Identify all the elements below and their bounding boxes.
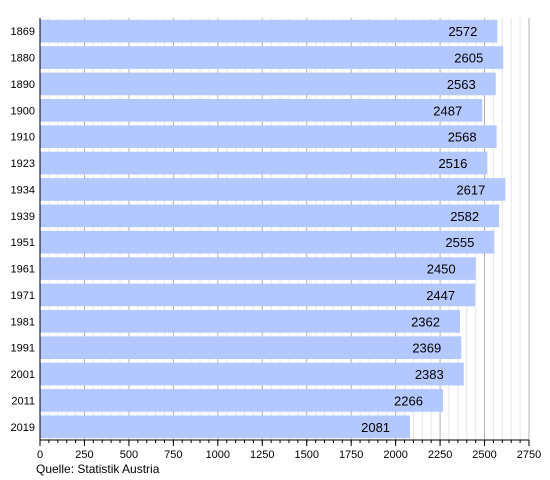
x-tick-label: 750 [164, 449, 182, 461]
category-label: 1934 [11, 184, 35, 196]
category-label: 1961 [11, 264, 35, 276]
x-tick-label: 500 [120, 449, 138, 461]
value-label: 2516 [438, 156, 467, 171]
bar [40, 72, 496, 96]
x-tick-label: 1250 [250, 449, 274, 461]
bars: 2572 2605 2563 2487 2568 2516 2617 2582 2555 2450… [40, 19, 506, 439]
value-label: 2081 [361, 420, 390, 435]
value-label: 2383 [415, 367, 444, 382]
x-tick-label: 2750 [517, 449, 541, 461]
category-label: 1900 [11, 105, 35, 117]
value-label: 2568 [448, 130, 477, 145]
value-label: 2266 [394, 393, 423, 408]
category-label: 1910 [11, 132, 35, 144]
x-tick-label: 250 [75, 449, 93, 461]
category-label: 1880 [11, 53, 35, 65]
category-label: 1939 [11, 211, 35, 223]
bar [40, 336, 462, 360]
bar [40, 98, 483, 122]
value-label: 2450 [427, 262, 456, 277]
bar [40, 309, 461, 333]
value-label: 2369 [412, 341, 441, 356]
category-label: 2001 [11, 369, 35, 381]
x-tick-label: 2000 [383, 449, 407, 461]
bar [40, 204, 500, 228]
x-tick-label: 2500 [472, 449, 496, 461]
axes: 1869 1880 1890 1900 1910 1923 1934 1939 1951 1961… [11, 18, 541, 461]
bar [40, 178, 506, 201]
value-label: 2617 [456, 182, 485, 197]
x-tick-label: 1750 [339, 449, 363, 461]
category-label: 1971 [11, 290, 35, 302]
x-tick-label: 0 [37, 449, 43, 461]
category-label: 1869 [11, 26, 35, 38]
bar [40, 19, 498, 43]
category-label: 1981 [11, 316, 35, 328]
x-tick-label: 1000 [206, 449, 230, 461]
x-tick-label: 2250 [428, 449, 452, 461]
value-label: 2605 [454, 51, 483, 66]
bar [40, 415, 411, 439]
bar [40, 257, 476, 280]
bar [40, 362, 464, 386]
category-label: 1991 [11, 343, 35, 355]
value-label: 2487 [433, 103, 462, 118]
category-label: 1951 [11, 237, 35, 249]
bar [40, 125, 497, 149]
bar [40, 230, 495, 254]
bar [40, 46, 504, 69]
value-label: 2555 [445, 235, 474, 250]
value-label: 2582 [450, 209, 479, 224]
category-label: 1923 [11, 158, 35, 170]
bar [40, 151, 488, 175]
category-label: 2011 [11, 395, 35, 407]
value-label: 2563 [447, 77, 476, 92]
x-tick-label: 1500 [294, 449, 318, 461]
value-label: 2362 [411, 314, 440, 329]
source-note: Quelle: Statistik Austria [36, 462, 160, 476]
bar [40, 283, 476, 307]
value-label: 2447 [426, 288, 455, 303]
category-label: 2019 [11, 422, 35, 434]
category-label: 1890 [11, 79, 35, 91]
value-label: 2572 [448, 24, 477, 39]
bar [40, 389, 443, 412]
